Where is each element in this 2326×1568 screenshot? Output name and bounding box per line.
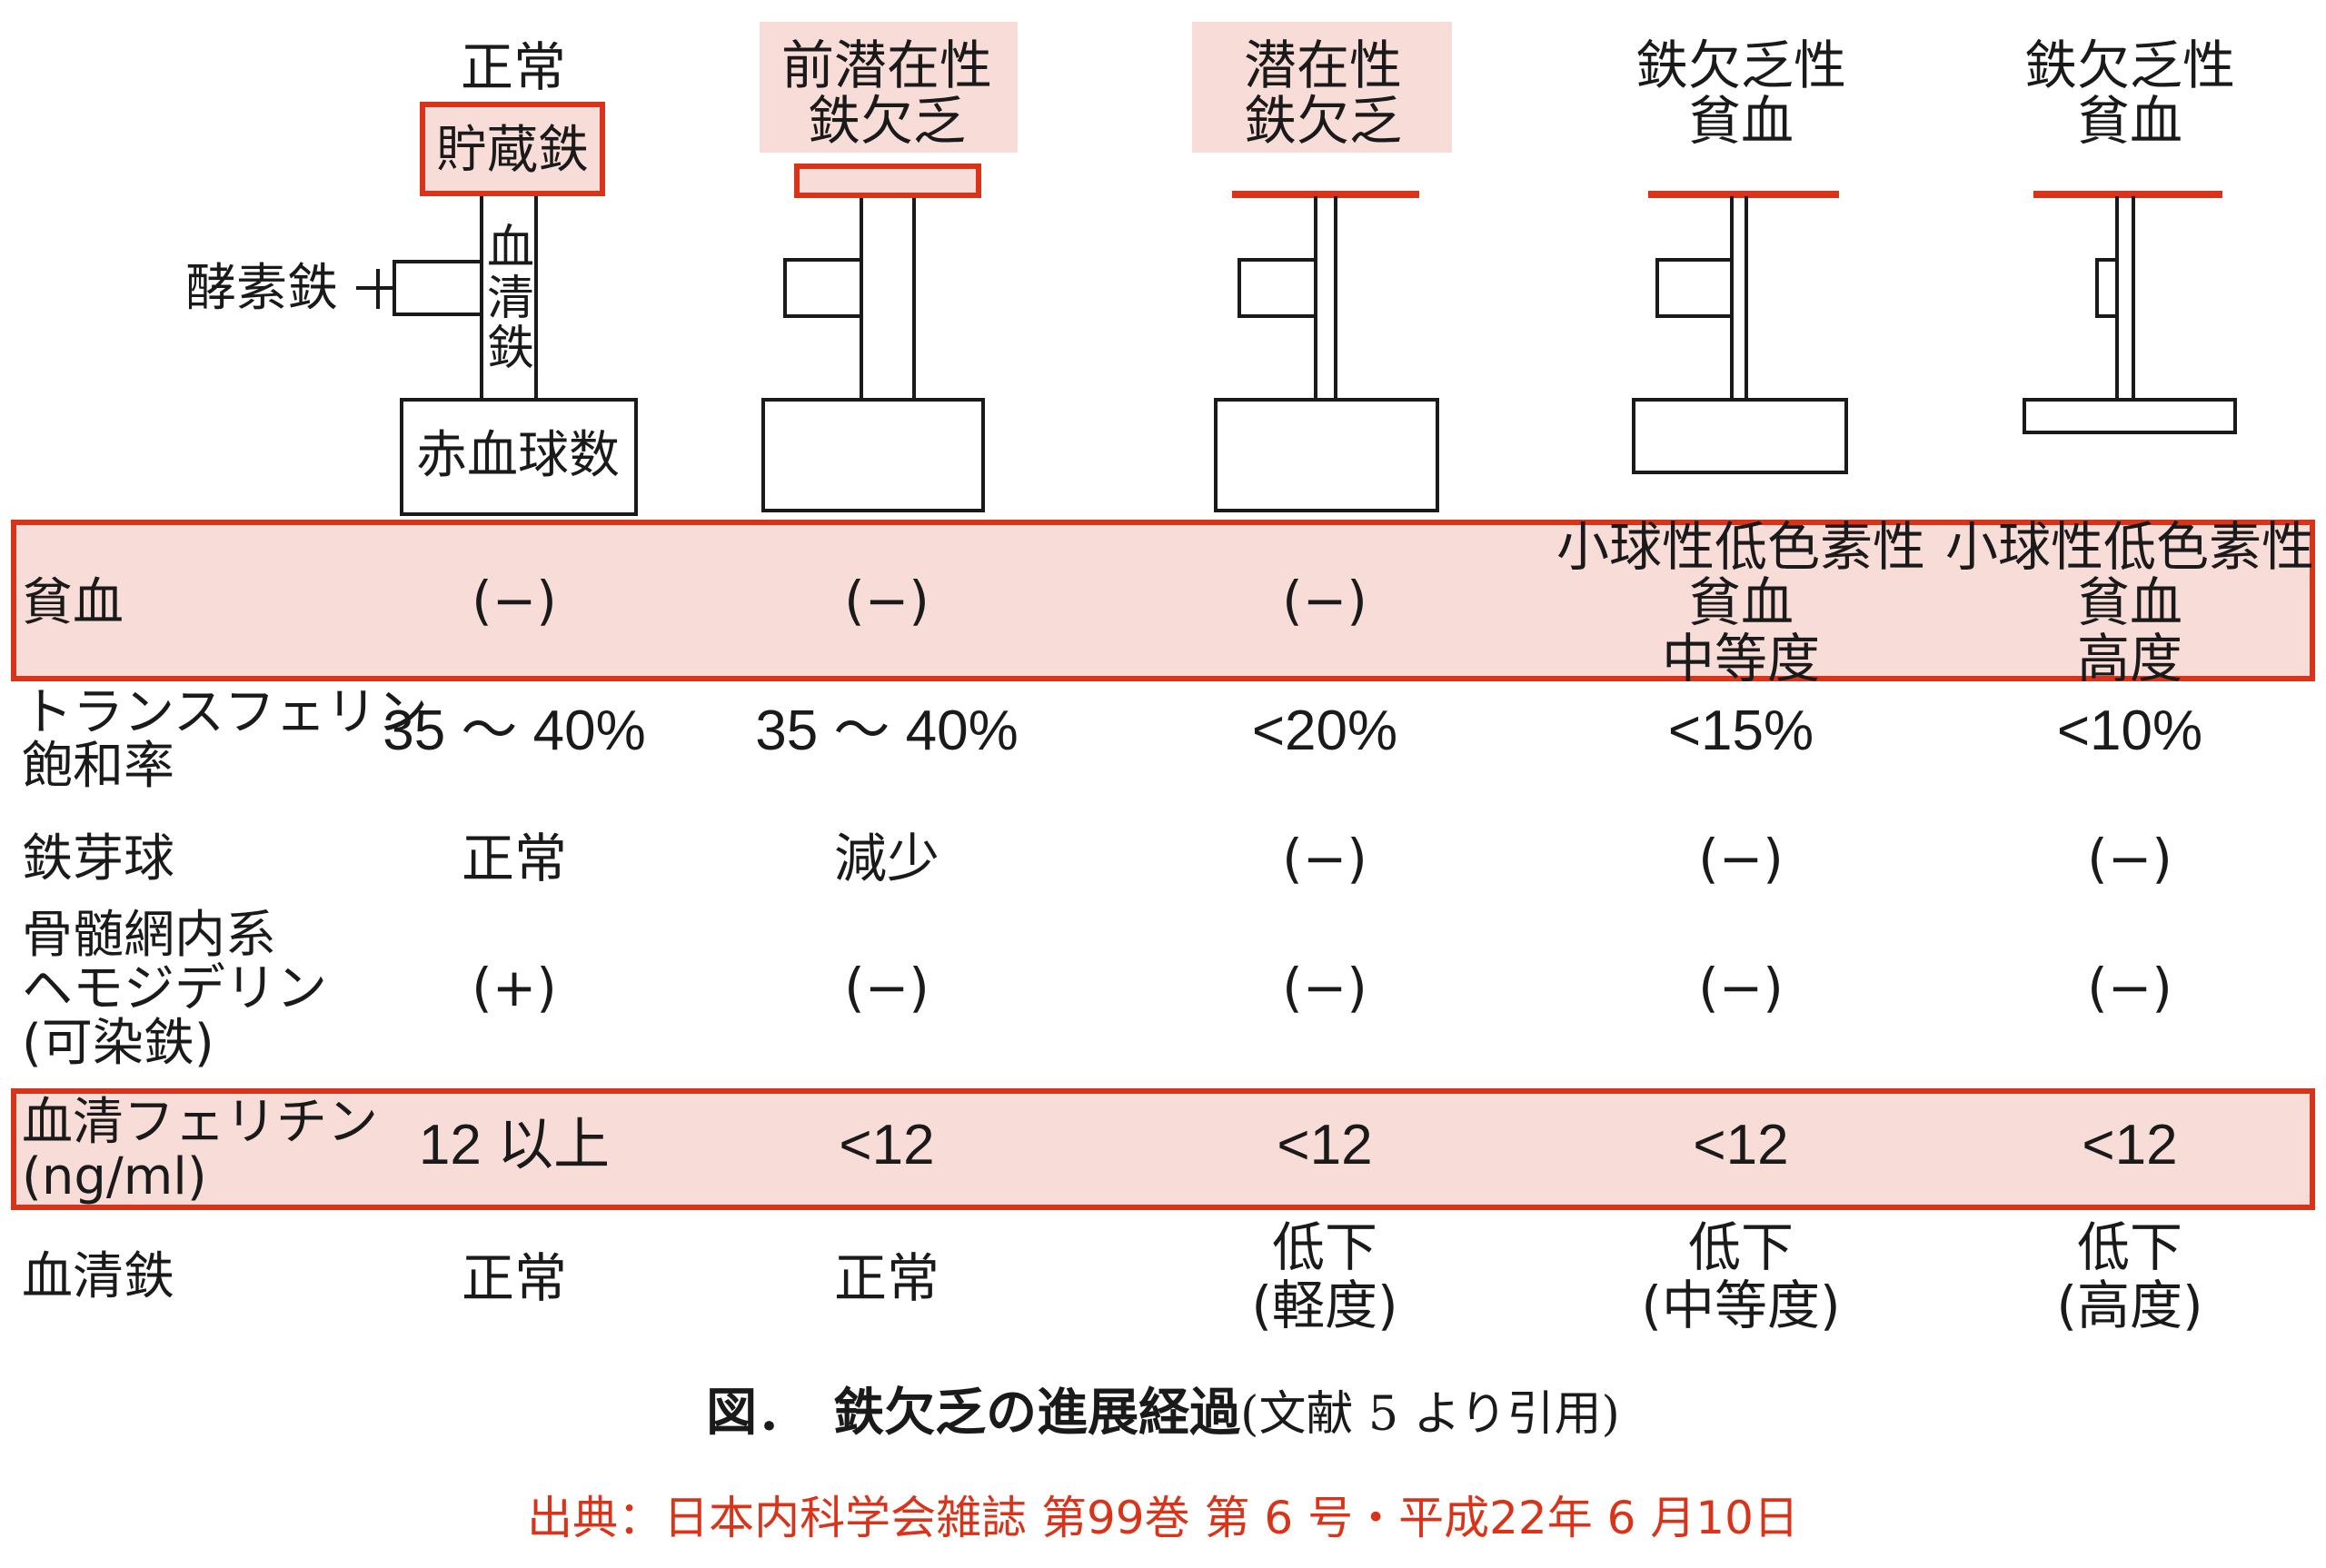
figure-caption: 図． 鉄欠乏の進展経過(文献 5 より引用) <box>706 1384 1620 1443</box>
enzyme-iron-box <box>1238 258 1317 318</box>
transferrin-value-1: 35 ～ 40% <box>383 700 646 762</box>
anemia-row-label: 貧血 <box>22 573 124 632</box>
sideroblast-value-2: 減少 <box>833 828 940 889</box>
sideroblast-value-5: (−) <box>2087 828 2172 889</box>
serum-iron-value-1: 正常 <box>461 1247 568 1309</box>
storage-iron-line <box>1648 191 1839 198</box>
hemosiderin-row-label: 骨髄網内系 ヘモジデリン (可染鉄) <box>22 906 327 1073</box>
anemia-row-highlight <box>11 520 2315 681</box>
ferritin-value-5: <12 <box>2082 1114 2178 1176</box>
serum-iron-wall-right <box>1334 196 1337 400</box>
rbc-count-box <box>2023 398 2237 434</box>
anemia-value-2: (−) <box>844 570 929 631</box>
ferritin-value-3: <12 <box>1277 1114 1373 1176</box>
ferritin-row-label: 血清フェリチン (ng/ml) <box>22 1093 378 1206</box>
anemia-value-5: 小球性低色素性 貧血 高度 <box>1944 516 2315 690</box>
storage-iron-line <box>1232 191 1419 198</box>
enzyme-iron-box <box>1655 258 1734 318</box>
sideroblast-value-3: (−) <box>1282 828 1367 889</box>
serum-iron-value-3: 低下 (軽度) <box>1251 1216 1398 1336</box>
storage-iron-line <box>2033 191 2222 198</box>
rbc-count-box <box>400 398 638 516</box>
enzyme-iron-box <box>2095 258 2119 318</box>
hemosiderin-value-1: (+) <box>472 957 557 1018</box>
rbc-count-box <box>761 398 985 512</box>
hemosiderin-value-3: (−) <box>1282 957 1367 1018</box>
sideroblast-value-4: (−) <box>1698 828 1784 889</box>
storage-iron-box-small <box>794 164 981 198</box>
sideroblast-value-1: 正常 <box>461 828 568 889</box>
rbc-count-label: 赤血球数 <box>416 426 620 485</box>
rbc-count-box <box>1632 398 1848 474</box>
hemosiderin-value-2: (−) <box>844 957 929 1018</box>
enzyme-iron-tick <box>376 269 380 309</box>
transferrin-value-2: 35 ～ 40% <box>755 700 1019 762</box>
anemia-value-1: (−) <box>472 570 557 631</box>
stage-title-3: 潜在性 鉄欠乏 <box>1243 35 1403 152</box>
storage-iron-label: 貯蔵鉄 <box>436 121 589 180</box>
anemia-value-3: (−) <box>1282 570 1367 631</box>
source-citation: 出典：日本内科学会雑誌 第99巻 第 6 号・平成22年 6 月10日 <box>527 1492 1799 1544</box>
ferritin-value-1: 12 以上 <box>418 1114 611 1176</box>
ferritin-value-2: <12 <box>839 1114 935 1176</box>
serum-iron-value-4: 低下 (中等度) <box>1641 1216 1841 1336</box>
stage-highlight-2 <box>760 22 1018 153</box>
transferrin-value-3: <20% <box>1251 700 1398 762</box>
serum-iron-wall-right <box>1744 196 1748 400</box>
ferritin-value-4: <12 <box>1693 1114 1789 1176</box>
stage-title-2: 前潜在性 鉄欠乏 <box>780 35 993 152</box>
transferrin-row-label: トランスフェリン 飽和率 <box>22 683 428 796</box>
serum-iron-wall-right <box>912 198 916 400</box>
stage-highlight-3 <box>1192 22 1452 153</box>
enzyme-iron-label: 酵素鉄 <box>185 259 338 318</box>
enzyme-iron-box <box>393 260 483 316</box>
transferrin-value-4: <15% <box>1667 700 1814 762</box>
stage-title-4: 鉄欠乏性 貧血 <box>1635 35 1847 152</box>
sideroblast-row-label: 鉄芽球 <box>22 829 174 888</box>
hemosiderin-value-5: (−) <box>2087 957 2172 1018</box>
figure-caption-citation: (文献 5 より引用) <box>1240 1387 1620 1442</box>
serum-iron-value-2: 正常 <box>833 1247 940 1309</box>
stage-title-5: 鉄欠乏性 貧血 <box>2023 35 2236 152</box>
serum-iron-wall-right <box>2132 196 2135 400</box>
rbc-count-box <box>1214 398 1439 512</box>
serum-iron-value-5: 低下 (高度) <box>2056 1216 2203 1336</box>
serum-iron-row-label: 血清鉄 <box>22 1247 174 1306</box>
storage-iron-box <box>420 102 605 196</box>
anemia-value-4: 小球性低色素性 貧血 中等度 <box>1556 516 1926 690</box>
serum-iron-wall-right <box>534 196 538 400</box>
stage-title-1: 正常 <box>460 36 567 98</box>
serum-iron-vertical-label: 血清鉄 <box>487 221 535 377</box>
enzyme-iron-box <box>783 258 863 318</box>
hemosiderin-value-4: (−) <box>1698 957 1784 1018</box>
ferritin-row-highlight <box>11 1088 2315 1210</box>
enzyme-iron-pointer <box>356 286 394 290</box>
transferrin-value-5: <10% <box>2056 700 2203 762</box>
